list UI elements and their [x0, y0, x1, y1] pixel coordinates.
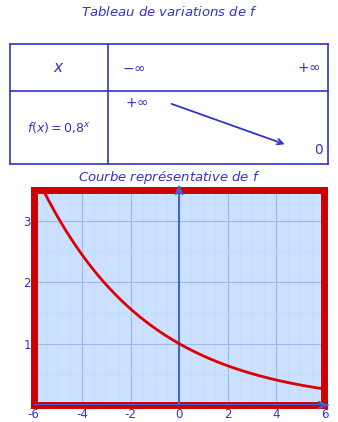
Text: $f (x) = 0{,}8^x$: $f (x) = 0{,}8^x$ — [27, 120, 91, 135]
Text: $+\infty$: $+\infty$ — [297, 60, 321, 75]
Text: $-\infty$: $-\infty$ — [122, 60, 145, 75]
Text: $+\infty$: $+\infty$ — [125, 96, 149, 110]
Text: Tableau de variations de $f$: Tableau de variations de $f$ — [81, 5, 257, 19]
Text: Courbe représentative de $f$: Courbe représentative de $f$ — [78, 169, 260, 186]
Text: $0$: $0$ — [314, 143, 324, 157]
Text: $x$: $x$ — [53, 60, 65, 75]
